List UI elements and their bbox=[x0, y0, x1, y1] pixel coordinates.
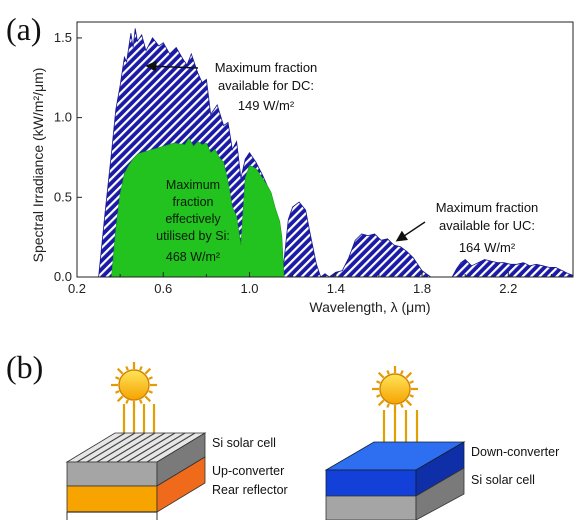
y-tick-label: 0.5 bbox=[54, 189, 72, 204]
label-si-solar-cell-left: Si solar cell bbox=[212, 436, 276, 450]
downconverter-front-face bbox=[325, 469, 417, 497]
front-contact-grid bbox=[76, 432, 196, 463]
x-tick-label: 2.2 bbox=[499, 281, 517, 296]
device-upconverter: Si solar cell Up-converter Rear reflecto… bbox=[65, 362, 288, 520]
device-downconverter: Down-converter Si solar cell bbox=[324, 366, 559, 520]
annotation-dc: Maximum fraction available for DC: 149 W… bbox=[145, 60, 318, 113]
y-axis-ticks: 0.0 0.5 1.0 1.5 bbox=[54, 30, 82, 284]
si-cell-side-face-right bbox=[415, 467, 465, 520]
upconverter-side-face bbox=[156, 456, 206, 513]
x-tick-label: 0.2 bbox=[68, 281, 86, 296]
panel-b-label: (b) bbox=[6, 349, 43, 385]
annotation-si-line-4: utilised by Si: bbox=[156, 229, 230, 243]
annotation-si-line-5: 468 W/m² bbox=[166, 250, 220, 264]
y-tick-label: 0.0 bbox=[54, 269, 72, 284]
panel-a-label: (a) bbox=[6, 11, 42, 47]
x-tick-label: 0.6 bbox=[154, 281, 172, 296]
spectrum-chart: 0.2 0.6 1.0 1.4 1.8 2.2 0.0 0.5 1.0 1.5 Waveleng… bbox=[30, 21, 574, 315]
annotation-si: Maximum fraction effectively utilised by… bbox=[156, 178, 230, 264]
si-cell-front-face-right bbox=[325, 495, 417, 520]
si-cell-front-face bbox=[66, 461, 158, 487]
label-up-converter: Up-converter bbox=[212, 464, 284, 478]
y-tick-label: 1.0 bbox=[54, 110, 72, 125]
annotation-dc-line-1: Maximum fraction bbox=[215, 60, 318, 75]
sun-icon bbox=[111, 362, 157, 408]
annotation-uc: Maximum fraction available for UC: 164 W… bbox=[395, 200, 539, 255]
annotation-dc-line-2: available for DC: bbox=[218, 78, 314, 93]
annotation-uc-arrow bbox=[395, 221, 426, 242]
annotation-si-line-1: Maximum bbox=[166, 178, 220, 192]
label-down-converter: Down-converter bbox=[471, 445, 559, 459]
annotation-uc-line-2: available for UC: bbox=[439, 218, 535, 233]
annotation-uc-line-1: Maximum fraction bbox=[436, 200, 539, 215]
x-axis-title: Wavelength, λ (μm) bbox=[309, 299, 430, 315]
x-tick-label: 1.0 bbox=[240, 281, 258, 296]
annotation-si-line-3: effectively bbox=[165, 212, 221, 226]
x-tick-label: 1.4 bbox=[327, 281, 345, 296]
x-tick-label: 1.8 bbox=[413, 281, 431, 296]
annotation-si-line-2: fraction bbox=[173, 195, 214, 209]
label-si-solar-cell-right: Si solar cell bbox=[471, 473, 535, 487]
x-axis-ticks: 0.2 0.6 1.0 1.4 1.8 2.2 bbox=[68, 272, 552, 296]
annotation-dc-line-3: 149 W/m² bbox=[238, 98, 295, 113]
annotation-uc-line-3: 164 W/m² bbox=[459, 240, 516, 255]
label-rear-reflector: Rear reflector bbox=[212, 483, 288, 497]
y-axis-title: Spectral Irradiance (kW/m²/μm) bbox=[30, 68, 46, 263]
sun-icon bbox=[372, 366, 418, 412]
annotation-dc-arrow bbox=[145, 60, 199, 72]
series-si-area bbox=[111, 137, 285, 278]
upconverter-front-face bbox=[66, 485, 158, 513]
y-tick-label: 1.5 bbox=[54, 30, 72, 45]
plot-frame bbox=[76, 21, 574, 278]
